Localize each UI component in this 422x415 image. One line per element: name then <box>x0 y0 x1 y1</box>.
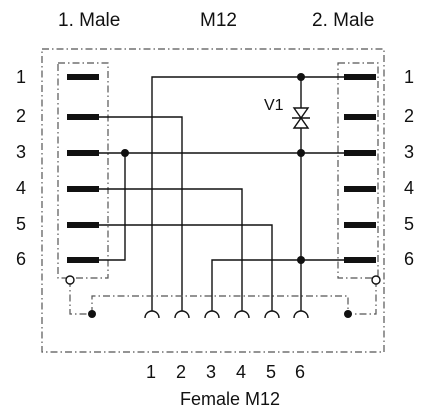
shield-right-lead <box>348 280 377 315</box>
right-pin-number-3: 3 <box>404 142 414 162</box>
right-pin-number-5: 5 <box>404 214 414 234</box>
right-connector-label: 2. Male <box>312 10 374 31</box>
wire-female-1 <box>151 76 344 307</box>
right-pin-5-contact <box>344 222 376 228</box>
female-contact-1 <box>144 310 160 319</box>
shield-left-terminal <box>65 275 75 285</box>
left-pin-4-contact <box>67 186 99 192</box>
junction-dot <box>297 73 305 81</box>
female-stubs <box>151 307 302 311</box>
left-pin-3-contact <box>67 150 99 156</box>
junction-dot <box>297 149 305 157</box>
female-pin-number-2: 2 <box>176 362 186 382</box>
female-contact-3 <box>204 310 220 319</box>
female-pin-number-5: 5 <box>266 362 276 382</box>
female-pin-number-1: 1 <box>146 362 156 382</box>
right-pin-3-contact <box>344 150 376 156</box>
left-pin-number-3: 3 <box>16 142 26 162</box>
outer-enclosure <box>41 48 385 353</box>
right-pin-number-1: 1 <box>404 67 414 87</box>
female-pin-number-3: 3 <box>206 362 216 382</box>
left-pin-number-2: 2 <box>16 106 26 126</box>
left-pin-2-contact <box>67 114 99 120</box>
junction-dot <box>297 256 305 264</box>
left-pin-number-6: 6 <box>16 249 26 269</box>
shield-right-terminal <box>371 275 381 285</box>
right-pin-4-contact <box>344 186 376 192</box>
shield-bus <box>91 295 349 314</box>
left-pin-number-4: 4 <box>16 178 26 198</box>
left-pin-6-contact <box>67 257 99 263</box>
left-connector-label: 1. Male <box>58 10 120 31</box>
female-contact-5 <box>264 310 280 319</box>
center-title: M12 <box>200 10 237 31</box>
diode-label: V1 <box>264 97 284 114</box>
right-pin-number-6: 6 <box>404 249 414 269</box>
right-pin-1-contact <box>344 74 376 80</box>
wire-left-5-female-5 <box>99 224 273 307</box>
shield-right-node <box>344 310 352 318</box>
left-pin-5-contact <box>67 222 99 228</box>
right-pin-number-4: 4 <box>404 178 414 198</box>
right-pin-6-contact <box>344 257 376 263</box>
wire-left-2-female-2 <box>99 116 183 307</box>
female-connector-label: Female M12 <box>180 389 280 409</box>
shield-left-node <box>88 310 96 318</box>
right-connector-housing <box>337 62 379 279</box>
female-contact-2 <box>174 310 190 319</box>
wire-right-6-female-3 <box>211 259 344 307</box>
diode-v1-symbol <box>292 107 310 129</box>
shield-left-lead <box>69 280 92 315</box>
female-pin-number-6: 6 <box>295 362 305 382</box>
left-pin-1-contact <box>67 74 99 80</box>
female-pin-number-4: 4 <box>236 362 246 382</box>
wire-left-6-to-node <box>99 153 126 261</box>
left-pin-number-1: 1 <box>16 67 26 87</box>
female-contact-4 <box>234 310 250 319</box>
left-pin-number-5: 5 <box>16 214 26 234</box>
female-contact-6 <box>293 310 309 319</box>
left-connector-housing <box>57 62 109 279</box>
junction-dot <box>121 149 129 157</box>
right-pin-number-2: 2 <box>404 106 414 126</box>
wire-left-4-female-4 <box>99 188 243 307</box>
right-pin-2-contact <box>344 114 376 120</box>
